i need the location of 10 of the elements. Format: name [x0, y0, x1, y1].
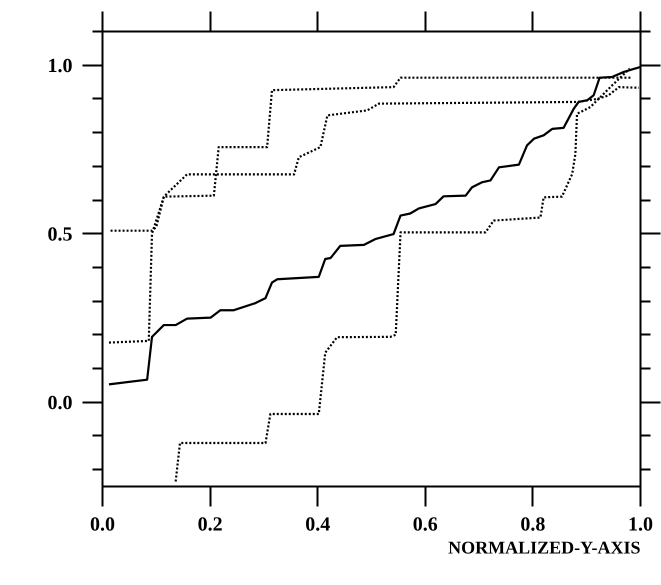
y-tick-label: 1.0 — [48, 55, 72, 78]
x-tick-label: 0.2 — [198, 514, 223, 536]
x-axis-title: NORMALIZED-Y-AXIS — [448, 538, 640, 558]
x-tick-label: 0.8 — [520, 514, 546, 536]
x-tick-label: 0.6 — [412, 514, 438, 536]
x-tick-label: 0.0 — [90, 514, 115, 536]
x-tick-label: 1.0 — [628, 514, 653, 536]
y-tick-label: 0.0 — [48, 392, 72, 414]
x-tick-label: 0.4 — [305, 514, 330, 536]
y-tick-label: 0.5 — [48, 224, 72, 246]
